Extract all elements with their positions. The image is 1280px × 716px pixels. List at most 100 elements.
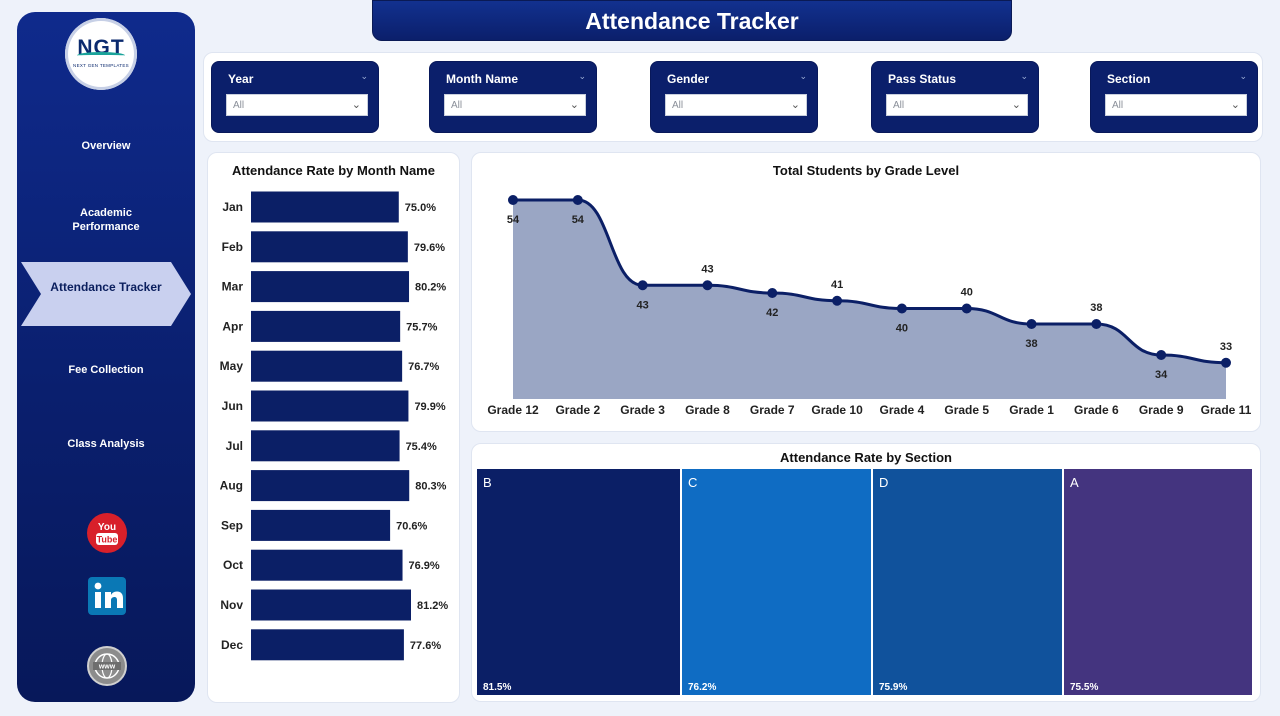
treemap-cell-value: 75.5% (1070, 682, 1099, 693)
treemap-cell-value: 81.5% (483, 682, 512, 693)
month-axis-label: Jun (222, 399, 243, 413)
grade-axis-label: Grade 4 (880, 403, 925, 417)
grade-axis-label: Grade 7 (750, 403, 795, 417)
grade-axis-label: Grade 9 (1139, 403, 1184, 417)
grade-value-label: 42 (766, 307, 778, 319)
grade-axis-label: Grade 3 (620, 403, 665, 417)
filter-gender[interactable]: Gender ⌄ All ⌄ (650, 61, 818, 133)
svg-text:www: www (98, 664, 116, 671)
month-axis-label: Oct (223, 558, 243, 572)
gender-dropdown[interactable]: All ⌄ (665, 94, 807, 116)
grade-point[interactable] (961, 303, 972, 314)
month-bar[interactable] (251, 509, 391, 541)
month-bar[interactable] (251, 310, 401, 342)
grade-value-label: 43 (701, 263, 713, 275)
filter-year[interactable]: Year ⌄ All ⌄ (211, 61, 379, 133)
month-bar[interactable] (251, 470, 410, 502)
grade-point[interactable] (767, 288, 778, 298)
year-dropdown[interactable]: All ⌄ (226, 94, 368, 116)
month-bar[interactable] (251, 350, 403, 382)
month-value-label: 75.0% (405, 202, 436, 214)
grade-line (513, 198, 1227, 365)
nav-class-analysis[interactable]: Class Analysis (67, 438, 145, 450)
section-attendance-chart: Attendance Rate by Section B 81.5% C 76.2% D… (471, 443, 1261, 702)
chevron-down-icon[interactable]: ⌄ (799, 71, 807, 81)
month-bar[interactable] (251, 629, 404, 661)
grade-axis-label: Grade 2 (555, 403, 600, 417)
month-bar[interactable] (251, 589, 411, 621)
grade-point[interactable] (637, 280, 648, 291)
grade-point[interactable] (832, 295, 843, 306)
ngt-logo: NGT NEXT GEN TEMPLATES (65, 18, 137, 90)
nav-attendance-tracker[interactable]: Attendance Tracker (21, 262, 191, 326)
month-attendance-chart: Attendance Rate by Month Name Jan 75.0% Fe… (207, 152, 460, 703)
web-icon[interactable]: www (87, 646, 127, 686)
grade-area-svg: 54 Grade 12 54 Grade 2 43 Grade 3 43 Grade 8 42 G… (487, 195, 1252, 417)
page-title-bar: Attendance Tracker (372, 0, 1012, 41)
chevron-down-icon: ⌄ (351, 99, 361, 111)
nav-fee-collection[interactable]: Fee Collection (68, 364, 144, 376)
month-bar[interactable] (251, 549, 403, 581)
section-dropdown[interactable]: All ⌄ (1105, 94, 1247, 116)
month-axis-label: Sep (221, 518, 243, 532)
svg-text:You: You (98, 522, 116, 533)
grade-value-label: 43 (637, 299, 649, 311)
chevron-down-icon[interactable]: ⌄ (1239, 71, 1247, 81)
grade-point[interactable] (1156, 350, 1167, 360)
chevron-down-icon[interactable]: ⌄ (360, 71, 368, 81)
grade-value-label: 54 (507, 214, 520, 226)
chevron-down-icon: ⌄ (790, 99, 800, 111)
month-bar[interactable] (251, 191, 399, 223)
page-title: Attendance Tracker (585, 8, 799, 34)
filter-month-name[interactable]: Month Name ⌄ All ⌄ (429, 61, 597, 133)
chevron-down-icon[interactable]: ⌄ (578, 71, 586, 81)
grade-point[interactable] (896, 303, 907, 314)
youtube-icon[interactable]: You Tube (87, 513, 127, 553)
month-value-label: 81.2% (417, 600, 448, 612)
month-value-label: 75.4% (406, 441, 437, 453)
treemap-cell[interactable]: C 76.2% (682, 469, 871, 695)
grade-point[interactable] (572, 195, 583, 205)
grade-point[interactable] (1026, 319, 1037, 329)
month-axis-label: Aug (220, 479, 243, 493)
month-axis-label: Dec (221, 638, 243, 652)
pass-status-dropdown[interactable]: All ⌄ (886, 94, 1028, 116)
month-axis-label: Jul (226, 439, 243, 453)
svg-text:Tube: Tube (97, 535, 118, 545)
section-chart-title: Attendance Rate by Section (780, 450, 952, 465)
month-bar[interactable] (251, 231, 408, 263)
month-bar-svg: Jan 75.0% Feb 79.6% Mar 80.2% Apr 75.7% May 76.7%… (220, 191, 448, 661)
month-value-label: 77.6% (410, 640, 441, 652)
chevron-down-icon[interactable]: ⌄ (1020, 71, 1028, 81)
treemap-cell-label: D (879, 475, 889, 490)
month-bar[interactable] (251, 390, 409, 422)
treemap-cell[interactable]: A 75.5% (1064, 469, 1252, 695)
month-value-label: 80.2% (415, 282, 446, 294)
month-bar[interactable] (251, 271, 410, 303)
grade-point[interactable] (702, 280, 713, 291)
linkedin-icon[interactable] (87, 576, 127, 616)
filter-panel: Year ⌄ All ⌄ Month Name ⌄ All ⌄ Gender ⌄ All ⌄… (203, 52, 1263, 142)
treemap-cell[interactable]: D 75.9% (873, 469, 1062, 695)
month-dropdown[interactable]: All ⌄ (444, 94, 586, 116)
month-axis-label: Mar (222, 280, 244, 294)
chevron-down-icon: ⌄ (1011, 99, 1021, 111)
grade-point[interactable] (508, 195, 518, 205)
grade-value-label: 40 (896, 323, 908, 335)
nav-overview[interactable]: Overview (81, 140, 131, 152)
nav-academic-performance[interactable]: Academic Performance (72, 207, 140, 233)
filter-section[interactable]: Section ⌄ All ⌄ (1090, 61, 1258, 133)
filter-pass-status[interactable]: Pass Status ⌄ All ⌄ (871, 61, 1039, 133)
grade-axis-label: Grade 5 (944, 403, 989, 417)
chevron-down-icon: ⌄ (569, 99, 579, 111)
month-bar[interactable] (251, 430, 400, 462)
grade-value-label: 38 (1025, 338, 1037, 350)
grade-point[interactable] (1221, 357, 1231, 368)
grade-axis-label: Grade 1 (1009, 403, 1054, 417)
grade-value-label: 34 (1155, 369, 1168, 381)
grade-value-label: 38 (1090, 302, 1102, 314)
grade-point[interactable] (1091, 319, 1102, 329)
month-value-label: 70.6% (396, 520, 427, 532)
treemap-cell[interactable]: B 81.5% (477, 469, 680, 695)
month-axis-label: Feb (222, 240, 243, 254)
